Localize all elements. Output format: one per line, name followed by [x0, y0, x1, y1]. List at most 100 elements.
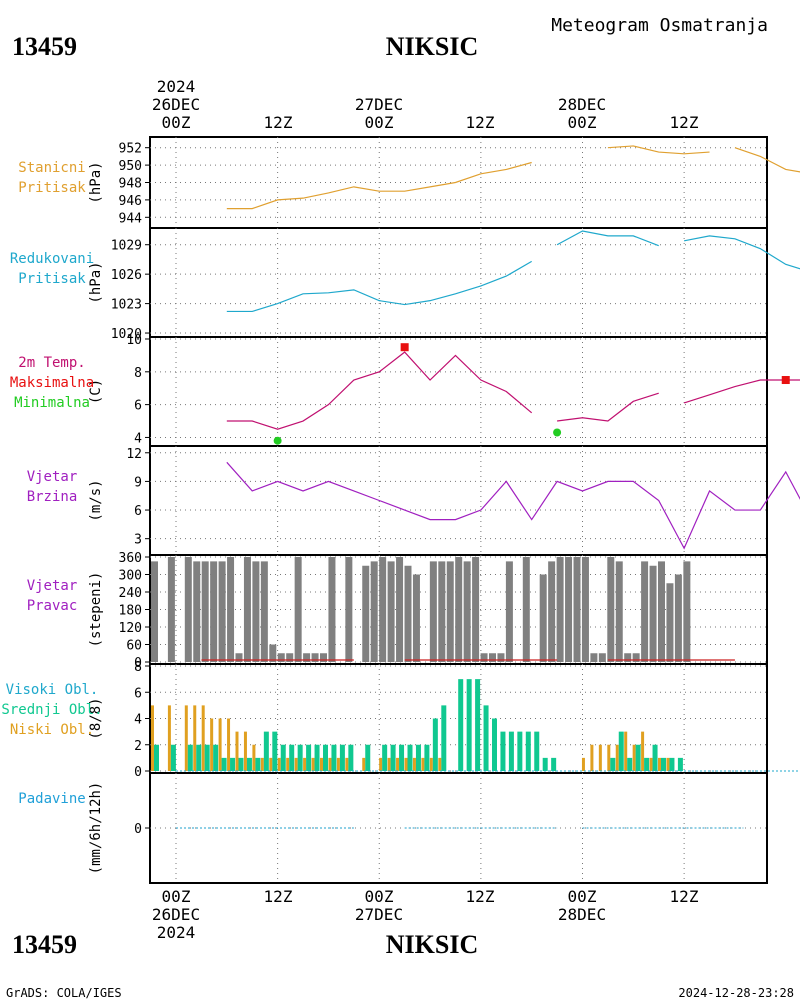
mid-cloud-bar	[213, 744, 219, 771]
mid-cloud-bar	[272, 731, 278, 771]
low-cloud-bar	[303, 757, 307, 771]
footer-timestamp: 2024-12-28-23:28	[678, 986, 794, 1000]
wind-direction-bar	[573, 557, 581, 662]
low-cloud-bar	[260, 757, 264, 771]
low-cloud-bar	[649, 757, 653, 771]
y-tick-label: 946	[119, 194, 142, 209]
low-cloud-bar	[581, 757, 585, 771]
mid-cloud-bar	[280, 744, 286, 771]
mid-cloud-bar	[441, 705, 447, 771]
panel-label: Brzina	[27, 489, 78, 505]
y-tick-label: 12	[126, 447, 142, 462]
mid-cloud-bar	[618, 731, 624, 771]
mid-cloud-bar	[415, 744, 421, 771]
y-tick-label: 120	[119, 621, 142, 636]
bottom-tick-label-5: 00Z	[568, 887, 597, 906]
wind-direction-bar	[522, 557, 530, 662]
wind-direction-bar	[489, 653, 496, 662]
y-tick-label: 240	[119, 586, 142, 601]
wind-direction-bar	[286, 653, 294, 662]
panel-label: Srednji Obl.	[1, 702, 102, 718]
low-cloud-bar	[421, 757, 425, 771]
low-cloud-bar	[320, 757, 323, 771]
wind-direction-bar	[438, 561, 446, 662]
top-tick-label-2: 12Z	[264, 113, 293, 132]
wind-direction-bar	[565, 557, 573, 662]
mid-cloud-bar	[339, 744, 345, 771]
mid-cloud-bar	[534, 731, 540, 771]
tmin-marker	[553, 428, 562, 437]
y-axis-label: (hPa)	[88, 261, 104, 303]
y-tick-label: 60	[126, 639, 142, 654]
wind-direction-bar	[446, 561, 454, 662]
low-cloud-bar	[624, 731, 628, 771]
mid-cloud-bar	[230, 757, 236, 771]
top-year-label: 2024	[157, 77, 196, 96]
series-line	[734, 147, 800, 173]
low-cloud-bar	[227, 718, 231, 771]
mid-cloud-bar	[458, 679, 464, 771]
y-tick-label: 0	[134, 656, 142, 671]
low-cloud-bar	[404, 757, 408, 771]
station-name-top: NIKSIC	[386, 32, 478, 61]
y-tick-label: 300	[119, 569, 142, 584]
low-cloud-bar	[277, 757, 281, 771]
wind-direction-bar	[320, 653, 327, 662]
low-cloud-bar	[438, 757, 442, 771]
low-cloud-bar	[387, 757, 391, 771]
y-tick-label: 10	[126, 333, 142, 348]
low-cloud-bar	[590, 744, 594, 771]
mid-cloud-bar	[255, 757, 261, 771]
panel-label: Maksimalna	[10, 375, 94, 391]
panel-frame	[149, 445, 768, 556]
y-tick-label: 944	[119, 211, 143, 226]
low-cloud-bar	[328, 757, 332, 771]
y-tick-label: 4	[134, 431, 142, 446]
wind-direction-bar	[387, 561, 395, 662]
low-cloud-bar	[235, 731, 239, 771]
y-axis-label: (hPa)	[88, 161, 104, 203]
y-tick-label: 1029	[111, 239, 142, 254]
bottom-tick-label-6: 12Z	[670, 887, 699, 906]
y-tick-label: 2	[134, 739, 142, 754]
mid-cloud-bar	[323, 744, 328, 771]
y-tick-label: 1026	[111, 268, 142, 283]
mid-cloud-bar	[517, 731, 523, 771]
low-cloud-bar	[151, 705, 154, 771]
y-tick-label: 8	[134, 366, 142, 381]
panel-label: Stanicni	[18, 160, 85, 176]
wind-direction-bar	[539, 574, 547, 662]
wind-direction-bar	[548, 561, 556, 662]
wind-direction-bar	[227, 557, 235, 662]
low-cloud-bar	[210, 718, 214, 771]
panel-precipitation: 0 (mm/6h/12h)Padavine	[18, 772, 768, 884]
low-cloud-bar	[345, 757, 349, 771]
panel-label: Vjetar	[27, 578, 78, 594]
panel-clouds: 0 2 4 6 8 (8/8)Visoki Obl. Srednji Obl. Niski O…	[1, 660, 800, 780]
wind-direction-bar	[260, 561, 268, 662]
mid-cloud-bar	[390, 744, 396, 771]
mid-cloud-bar	[238, 757, 244, 771]
mid-cloud-bar	[635, 744, 641, 771]
mid-cloud-bar	[154, 744, 159, 771]
mid-cloud-bar	[627, 757, 633, 771]
mid-cloud-bar	[542, 757, 548, 771]
wind-direction-bar	[598, 653, 606, 662]
wind-direction-bar	[184, 557, 192, 662]
low-cloud-bar	[598, 744, 602, 771]
wind-direction-bar	[590, 653, 598, 662]
low-cloud-bar	[286, 757, 290, 771]
wind-direction-bar	[277, 653, 285, 662]
wind-direction-bar	[235, 653, 243, 662]
mid-cloud-bar	[508, 731, 514, 771]
top-tick-label-5: 00Z	[568, 113, 597, 132]
y-tick-label: 360	[119, 551, 142, 566]
mid-cloud-bar	[196, 744, 202, 771]
panel-label: Pritisak	[18, 180, 86, 196]
mid-cloud-bar	[483, 705, 489, 771]
wind-direction-bar	[497, 653, 505, 662]
mid-cloud-bar	[204, 744, 210, 771]
mid-cloud-bar	[306, 744, 312, 771]
wind-direction-bar	[201, 561, 209, 662]
